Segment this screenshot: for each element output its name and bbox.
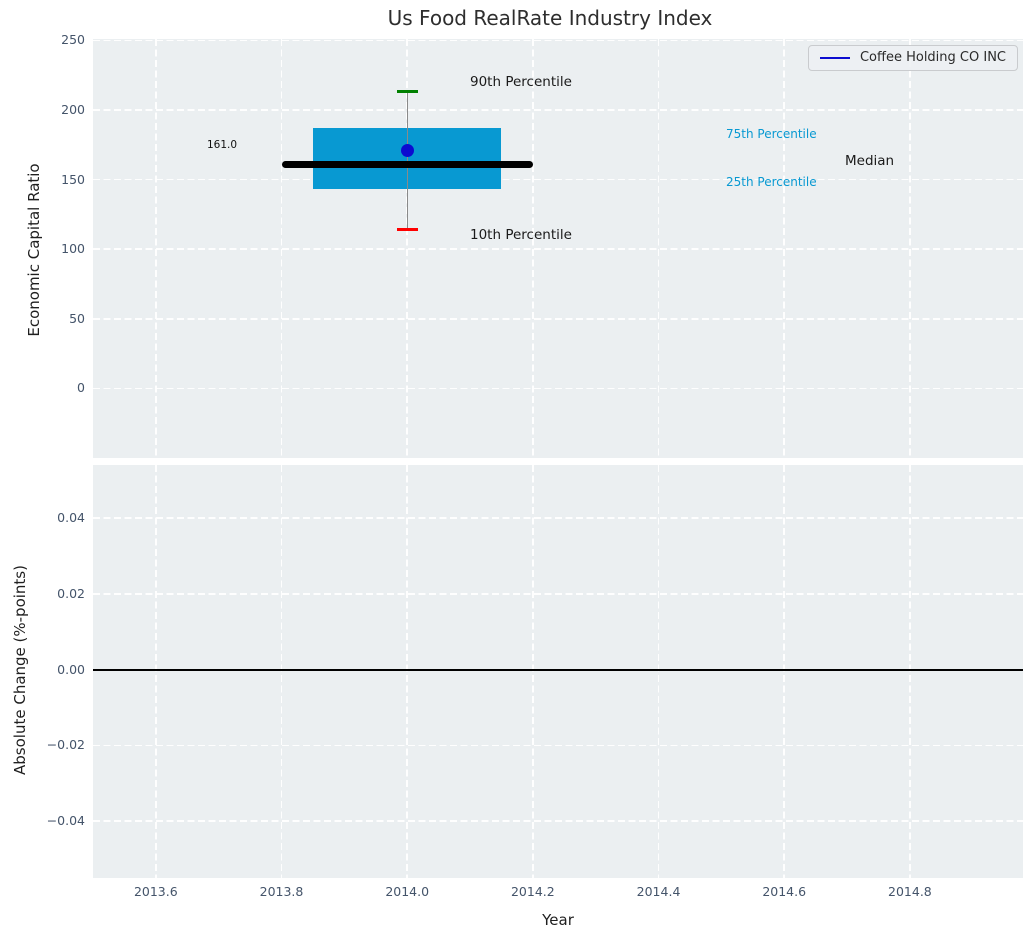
legend: Coffee Holding CO INC	[807, 45, 1018, 71]
x-gridline	[657, 465, 660, 878]
y-gridline	[93, 248, 1023, 250]
y-gridline	[93, 820, 1023, 822]
x-gridline	[909, 465, 911, 878]
annotation-25th-percentile: 25th Percentile	[726, 175, 817, 189]
top-y-tick-label: 50	[69, 310, 85, 326]
annotation-75th-percentile: 75th Percentile	[726, 127, 817, 141]
x-tick-label: 2013.6	[133, 884, 178, 899]
annotation-median: Median	[845, 153, 895, 169]
x-gridline	[532, 465, 534, 878]
top-y-tick-label: 150	[61, 171, 85, 187]
top-y-tick-label: 250	[61, 32, 85, 48]
x-gridline	[155, 465, 157, 878]
y-gridline	[93, 517, 1023, 519]
x-tick-label: 2014.0	[385, 884, 430, 899]
p10-cap	[396, 228, 418, 232]
bottom-y-tick-label: −0.02	[46, 737, 85, 753]
x-tick-label: 2014.2	[510, 884, 555, 899]
legend-line-sample	[819, 56, 850, 59]
median-line	[281, 160, 533, 168]
x-gridline	[406, 465, 408, 878]
y-gridline	[93, 109, 1023, 111]
bottom-y-tick-label: 0.04	[57, 510, 85, 526]
y-gridline	[93, 593, 1023, 595]
x-tick-label: 2013.8	[259, 884, 304, 899]
x-tick-label: 2014.8	[888, 884, 932, 899]
bottom-y-tick-label: −0.04	[46, 813, 85, 829]
y-gridline	[93, 178, 1023, 181]
bottom-y-tick-label: 0.02	[57, 585, 85, 601]
top-plot-area	[93, 39, 1023, 458]
y-gridline	[93, 39, 1023, 42]
chart-title: Us Food RealRate Industry Index	[387, 6, 713, 30]
x-tick-label: 2014.4	[636, 884, 681, 899]
zero-line	[93, 668, 1023, 671]
bottom-y-tick-label: 0.00	[57, 661, 85, 677]
y-gridline	[93, 318, 1023, 320]
median-value-label: 161.0	[207, 139, 238, 151]
annotation-10th-percentile: 10th Percentile	[470, 227, 572, 243]
bottom-plot-area	[93, 465, 1023, 878]
y-gridline	[93, 387, 1023, 390]
x-tick-label: 2014.6	[762, 884, 807, 899]
legend-label: Coffee Holding CO INC	[859, 50, 1006, 65]
x-axis-label: Year	[542, 911, 574, 929]
top-y-tick-label: 200	[61, 101, 85, 117]
company-data-point	[400, 143, 414, 157]
top-y-tick-label: 100	[61, 241, 85, 257]
annotation-90th-percentile: 90th Percentile	[470, 74, 572, 90]
top-y-tick-label: 0	[77, 380, 85, 396]
p90-cap	[396, 90, 418, 94]
x-gridline	[280, 465, 283, 878]
x-gridline	[783, 465, 785, 878]
y-gridline	[93, 744, 1023, 747]
